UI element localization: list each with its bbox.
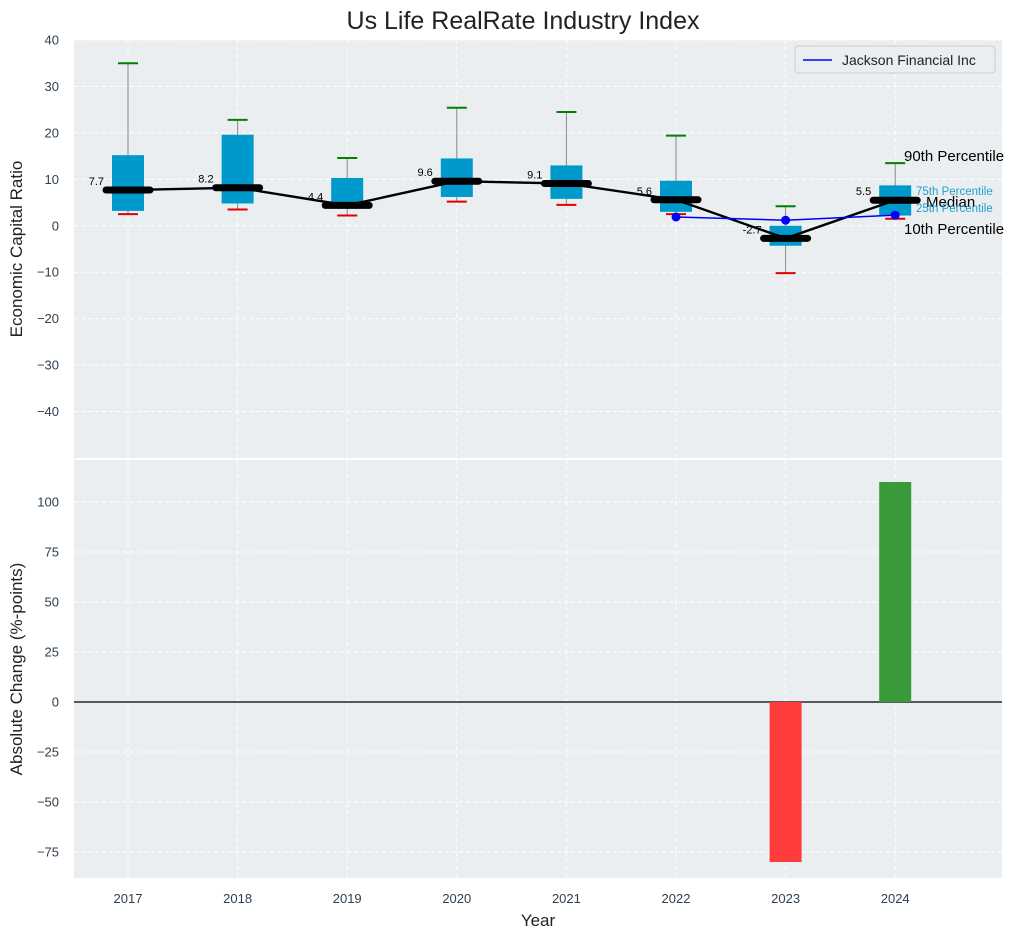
median-value-label: 5.5 bbox=[856, 186, 871, 198]
legend: Jackson Financial Inc bbox=[794, 45, 996, 74]
company-series-point bbox=[890, 210, 900, 220]
x-tick-label: 2019 bbox=[333, 891, 362, 906]
top-y-tick-label: −10 bbox=[37, 265, 59, 280]
change-bar bbox=[769, 702, 802, 862]
median-value-label: 7.7 bbox=[89, 176, 104, 188]
top-y-tick-label: 30 bbox=[45, 79, 59, 94]
iqr-box bbox=[221, 134, 254, 204]
x-tick-label: 2020 bbox=[442, 891, 471, 906]
percentile-annotations: 90th Percentile 75th Percentile Median 2… bbox=[904, 148, 1004, 238]
iqr-box bbox=[112, 155, 144, 211]
p10-annotation: 10th Percentile bbox=[904, 221, 1004, 238]
top-y-tick-label: 20 bbox=[45, 125, 59, 140]
bottom-y-axis-label: Absolute Change (%-points) bbox=[7, 563, 26, 776]
x-tick-label: 2018 bbox=[223, 891, 252, 906]
median-value-label: 9.6 bbox=[418, 167, 433, 179]
bottom-panel-background bbox=[74, 460, 1002, 878]
top-y-tick-label: −20 bbox=[37, 311, 59, 326]
top-y-ticks: −40 −30 −20 −10 0 10 20 30 40 bbox=[37, 33, 59, 420]
top-y-tick-label: −30 bbox=[37, 358, 59, 373]
company-series-point bbox=[671, 212, 681, 222]
top-y-tick-label: 0 bbox=[52, 218, 59, 233]
top-marks: 7.7 8.2 4.4 9.6 9.1 5.6 -2.7 5.5 bbox=[89, 62, 921, 275]
median-value-label: 8.2 bbox=[198, 174, 213, 186]
top-y-tick-label: 10 bbox=[45, 172, 59, 187]
bottom-y-ticks: −75 −50 −25 0 25 50 75 100 bbox=[37, 495, 59, 860]
top-y-tick-label: 40 bbox=[45, 33, 59, 48]
top-panel-background bbox=[74, 40, 1002, 458]
median-value-label: 5.6 bbox=[637, 186, 652, 198]
chart-title: Us Life RealRate Industry Index bbox=[347, 7, 700, 35]
bottom-y-tick-label: −50 bbox=[37, 795, 59, 810]
p90-annotation: 90th Percentile bbox=[904, 148, 1004, 165]
bottom-gridlines bbox=[74, 460, 1006, 878]
bottom-marks bbox=[74, 482, 1002, 862]
bottom-y-tick-label: 50 bbox=[45, 595, 59, 610]
change-bar bbox=[879, 482, 912, 702]
median-value-label: -2.7 bbox=[743, 224, 762, 236]
x-tick-label: 2024 bbox=[881, 891, 910, 906]
bottom-y-tick-label: 100 bbox=[37, 495, 59, 510]
legend-label: Jackson Financial Inc bbox=[842, 52, 976, 68]
bottom-y-tick-label: −25 bbox=[37, 745, 59, 760]
x-tick-label: 2023 bbox=[771, 891, 800, 906]
bottom-y-tick-label: 75 bbox=[45, 545, 59, 560]
top-y-tick-label: −40 bbox=[37, 404, 59, 419]
bottom-y-tick-label: 0 bbox=[52, 695, 59, 710]
panel-separator bbox=[74, 458, 1002, 460]
company-series-point bbox=[781, 215, 791, 225]
x-tick-label: 2022 bbox=[662, 891, 691, 906]
median-value-label: 4.4 bbox=[308, 191, 323, 203]
median-value-label: 9.1 bbox=[527, 170, 542, 182]
p25-annotation: 25th Percentile bbox=[916, 203, 993, 215]
x-tick-label: 2021 bbox=[552, 891, 581, 906]
p75-annotation: 75th Percentile bbox=[916, 186, 993, 198]
x-ticks: 2017 2018 2019 2020 2021 2022 2023 2024 bbox=[114, 891, 910, 906]
top-y-axis-label: Economic Capital Ratio bbox=[7, 161, 26, 338]
top-panel: −40 −30 −20 −10 0 10 20 30 40 7.7 8.2 4.4 9.6 9.1 5.6… bbox=[7, 33, 1006, 458]
median-annotation: Median bbox=[926, 194, 975, 211]
bottom-y-tick-label: −75 bbox=[37, 845, 59, 860]
legend-box bbox=[794, 45, 996, 74]
x-tick-label: 2017 bbox=[114, 891, 143, 906]
bottom-y-tick-label: 25 bbox=[45, 645, 59, 660]
x-axis-label: Year bbox=[521, 911, 556, 930]
bottom-panel: −75 −50 −25 0 25 50 75 100 Absolute Change (%-p… bbox=[7, 460, 1006, 878]
